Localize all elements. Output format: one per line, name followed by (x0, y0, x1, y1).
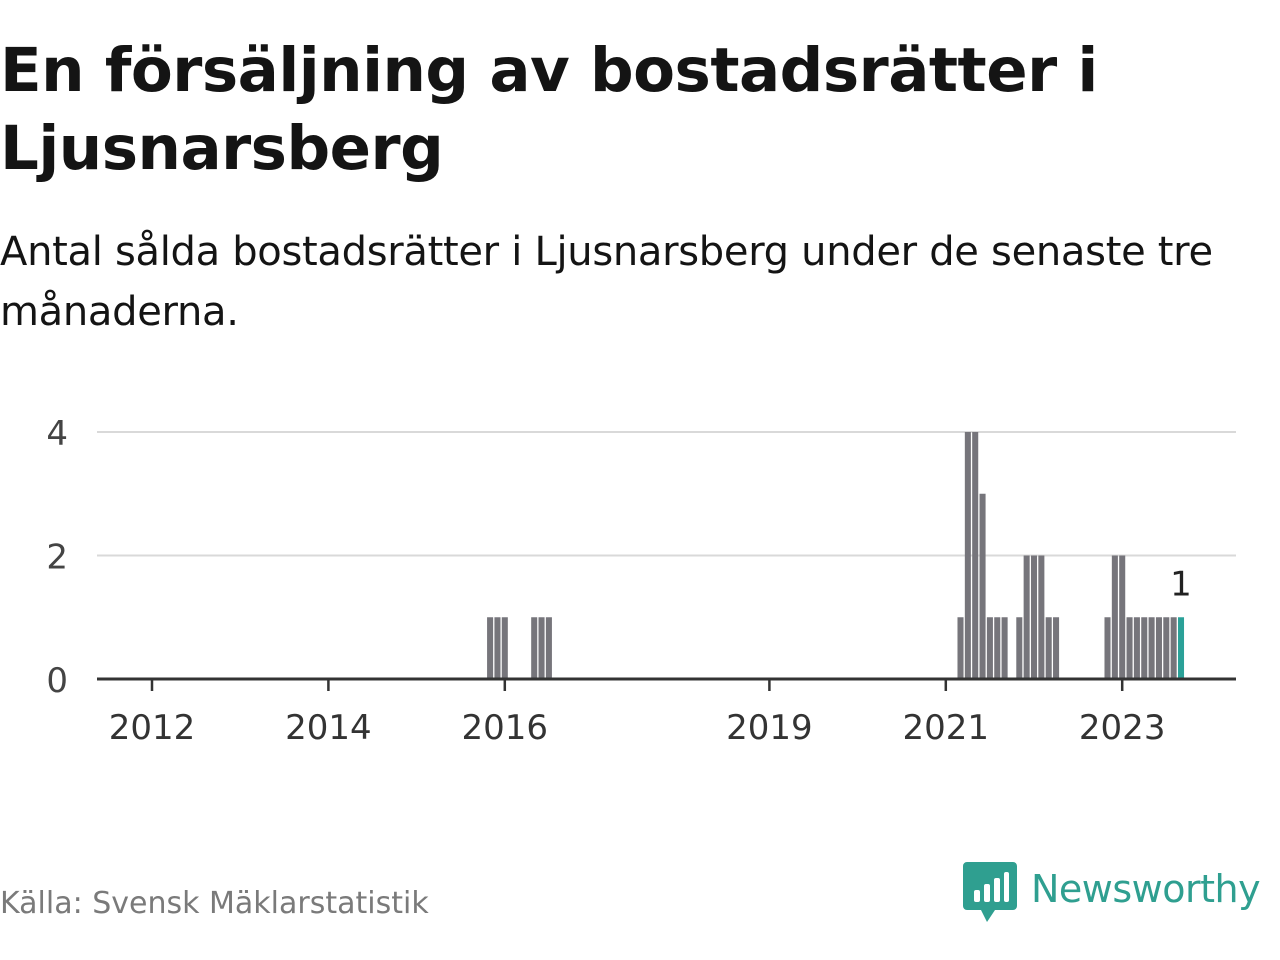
x-tick-label: 2023 (1079, 708, 1166, 748)
x-tick-label: 2016 (462, 708, 549, 748)
source-note: Källa: Svensk Mäklarstatistik (0, 886, 429, 921)
bar (1170, 617, 1177, 679)
bar (1023, 555, 1030, 679)
x-tick-label: 2021 (903, 708, 990, 748)
bar (531, 617, 538, 679)
bar (1111, 555, 1118, 679)
highlight-value-label: 1 (1170, 564, 1192, 604)
bar (979, 493, 986, 679)
bar (1016, 617, 1023, 679)
brand-name: Newsworthy (1031, 867, 1261, 911)
bar (1038, 555, 1045, 679)
x-tick-label: 2014 (285, 708, 372, 748)
bar (1001, 617, 1008, 679)
bar (1141, 617, 1148, 679)
bar (1030, 555, 1038, 679)
logo-bar-2 (984, 884, 990, 902)
bar (964, 432, 971, 679)
brand-logo[interactable]: Newsworthy (963, 862, 1261, 924)
bar (986, 617, 993, 679)
y-tick-label: 2 (46, 538, 68, 578)
chart-gridlines (97, 431, 1236, 557)
bar (494, 617, 501, 679)
x-tick-label: 2019 (726, 708, 813, 748)
y-tick-label: 4 (46, 414, 68, 454)
bar (1126, 617, 1133, 679)
logo-bar-1 (974, 890, 980, 902)
bar (1163, 617, 1170, 679)
chart-bars (487, 432, 1185, 679)
bar (1119, 555, 1126, 679)
x-tick-label: 2012 (109, 708, 196, 748)
bar (501, 617, 508, 679)
logo-bar-3 (994, 878, 1000, 902)
bar (1155, 617, 1162, 679)
bar (538, 617, 545, 679)
highlighted-bar (1177, 617, 1185, 679)
chart-title: En försäljning av bostadsrätter i Ljusna… (0, 35, 1098, 184)
y-tick-label: 0 (46, 661, 68, 701)
x-axis-ticks: 2012 2014 2016 2019 2021 2023 (109, 679, 1166, 748)
data-labels: 1 (1170, 564, 1192, 604)
bar (957, 617, 964, 679)
newsworthy-logo-icon (963, 862, 1017, 922)
bar (1133, 617, 1140, 679)
chart-subtitle: Antal sålda bostadsrätter i Ljusnarsberg… (0, 229, 1213, 335)
bar-chart: 2012 2014 2016 2019 2021 2023 0 2 4 1 (46, 414, 1236, 748)
bar (1045, 617, 1052, 679)
bar (1104, 617, 1111, 679)
bar (1053, 617, 1060, 679)
logo-bar-4 (1004, 872, 1009, 902)
bar (972, 432, 979, 679)
bar (1148, 617, 1155, 679)
bar (545, 617, 552, 679)
bar (994, 617, 1001, 679)
bar (487, 617, 494, 679)
y-axis-ticks: 0 2 4 (46, 414, 68, 701)
